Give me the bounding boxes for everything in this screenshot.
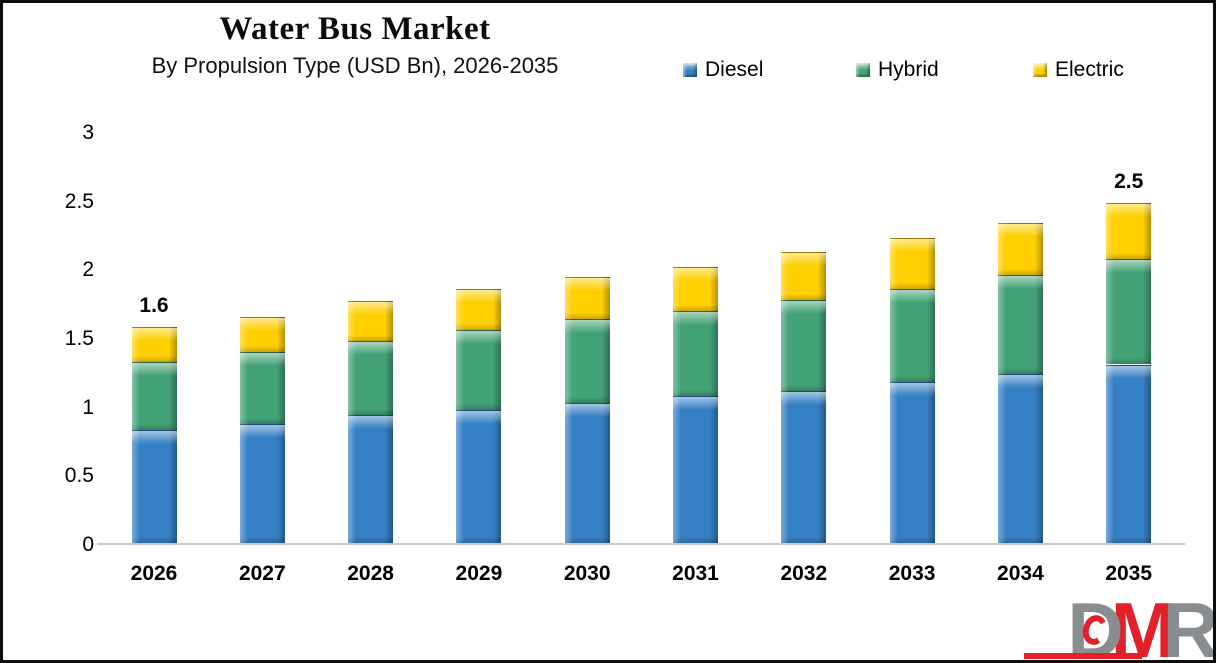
- y-axis-label-2.5: 2.5: [64, 189, 94, 213]
- bar-segment-electric-2029: [456, 289, 502, 331]
- dmr-logo-letters: D M R: [1067, 586, 1216, 663]
- bar-segment-diesel-2031: [673, 396, 718, 543]
- legend-label-electric: Electric: [1055, 58, 1124, 81]
- x-axis-label-2029: 2029: [455, 562, 503, 585]
- y-axis-label-1.5: 1.5: [64, 327, 94, 350]
- chart-header: Water Bus Market By Propulsion Type (USD…: [105, 10, 605, 79]
- x-axis-label-2027: 2027: [238, 562, 286, 585]
- y-axis-label-1: 1: [82, 395, 94, 419]
- bar-total-label-2035: 2.5: [1114, 169, 1144, 193]
- x-axis-line: [97, 543, 1185, 545]
- bar-segment-diesel-2027: [239, 423, 285, 543]
- bar-segment-electric-2034: [997, 223, 1043, 276]
- bar-segment-electric-2031: [673, 267, 718, 311]
- logo-letter-d: D: [1067, 586, 1123, 663]
- legend-item-electric: Electric: [1033, 58, 1124, 82]
- logo-letter-r: R: [1162, 586, 1216, 663]
- x-axis-label-2033: 2033: [888, 562, 936, 585]
- bar-segment-hybrid-2035: [1106, 258, 1152, 365]
- bar-segment-hybrid-2031: [673, 311, 718, 397]
- hybrid-swatch-icon: [856, 63, 870, 77]
- bar-segment-diesel-2033: [889, 382, 935, 543]
- chart-title: Water Bus Market: [219, 11, 491, 47]
- bar-segment-hybrid-2027: [239, 352, 285, 424]
- bar-segment-electric-2032: [781, 251, 827, 300]
- x-axis-label-2028: 2028: [347, 562, 394, 585]
- bar-segment-hybrid-2033: [889, 289, 935, 383]
- bar-total-label-2026: 1.6: [139, 294, 169, 318]
- electric-swatch-icon: [1033, 63, 1047, 77]
- x-axis-label-2026: 2026: [130, 562, 178, 585]
- y-axis-label-0: 0: [82, 533, 94, 556]
- chart-subtitle: By Propulsion Type (USD Bn), 2026-2035: [151, 53, 559, 78]
- bar-segment-hybrid-2028: [348, 341, 394, 416]
- logo-underline: [1024, 653, 1142, 659]
- bar-segment-diesel-2035: [1106, 364, 1152, 543]
- legend-item-hybrid: Hybrid: [856, 58, 939, 82]
- bar-segment-electric-2030: [564, 276, 610, 320]
- bar-segment-hybrid-2032: [781, 300, 827, 391]
- bar-segment-hybrid-2030: [564, 319, 610, 403]
- legend-label-diesel: Diesel: [705, 58, 764, 81]
- bar-segment-diesel-2030: [564, 403, 610, 543]
- x-axis-label-2030: 2030: [563, 562, 611, 585]
- y-axis-label-0.5: 0.5: [64, 464, 94, 488]
- bar-segment-diesel-2028: [348, 415, 394, 543]
- bar-segment-electric-2035: [1106, 202, 1152, 259]
- y-axis-label-2: 2: [82, 258, 94, 282]
- y-axis-label-3: 3: [82, 121, 94, 145]
- bar-segment-hybrid-2029: [456, 330, 502, 410]
- bar-segment-diesel-2034: [997, 374, 1043, 543]
- bar-segment-hybrid-2034: [997, 275, 1043, 375]
- bar-segment-electric-2027: [239, 316, 285, 353]
- x-axis-label-2034: 2034: [997, 562, 1044, 585]
- x-axis-label-2035: 2035: [1105, 562, 1153, 585]
- logo-red-arc: [1079, 612, 1111, 648]
- legend-label-hybrid: Hybrid: [878, 58, 939, 81]
- x-axis-label-2031: 2031: [672, 562, 719, 585]
- bar-segment-diesel-2032: [781, 390, 827, 543]
- bar-segment-diesel-2029: [456, 409, 502, 543]
- bar-segment-hybrid-2026: [131, 361, 177, 431]
- bar-segment-diesel-2026: [131, 430, 177, 543]
- logo-letter-m: M: [1110, 586, 1176, 663]
- bar-segment-electric-2033: [889, 238, 935, 289]
- legend-item-diesel: Diesel: [683, 58, 763, 82]
- bar-segment-electric-2028: [348, 301, 394, 342]
- x-axis-label-2032: 2032: [780, 562, 828, 585]
- bar-segment-electric-2026: [131, 327, 177, 362]
- dmr-logo: D M R: [1018, 586, 1216, 663]
- diesel-swatch-icon: [683, 63, 697, 77]
